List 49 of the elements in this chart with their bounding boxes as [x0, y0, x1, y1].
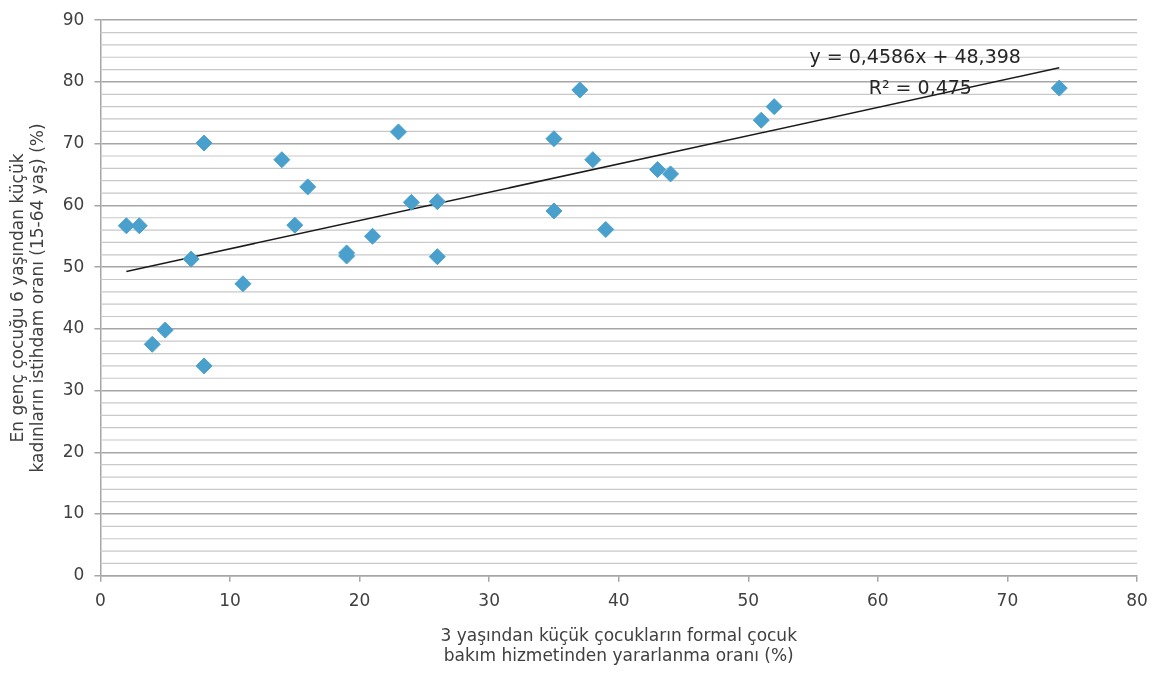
- point: [156, 321, 174, 339]
- point: [286, 216, 304, 234]
- x-tick-label: 60: [867, 590, 889, 611]
- annotation: R² = 0,475: [868, 76, 972, 99]
- x-tick-label: 20: [348, 590, 371, 611]
- y-tick-label: 60: [62, 193, 85, 214]
- point: [649, 161, 667, 179]
- point: [765, 98, 783, 116]
- point: [545, 202, 563, 220]
- point: [389, 123, 407, 141]
- x-tick-label: 10: [219, 590, 241, 611]
- y-tick-label: 90: [62, 8, 85, 29]
- point: [273, 151, 291, 169]
- x-tick-label: 0: [95, 590, 106, 611]
- annotation: y = 0,4586x + 48,398: [809, 45, 1021, 68]
- y-tick-label: 20: [62, 440, 85, 461]
- point: [130, 217, 148, 235]
- point: [364, 227, 382, 245]
- x-tick-label: 70: [996, 590, 1019, 611]
- x-tick-label: 40: [607, 590, 630, 611]
- point: [752, 111, 770, 129]
- x-tick-label: 50: [737, 590, 760, 611]
- y-tick-label: 70: [62, 132, 85, 153]
- point: [584, 151, 602, 169]
- point: [143, 335, 161, 353]
- y-axis-title: En genç çocuğu 6 yaşından küçük kadınların istihdam oranı (15-64 yaş) (%): [6, 123, 48, 473]
- point: [299, 178, 317, 196]
- y-tick-label: 40: [62, 317, 85, 338]
- y-tick-label: 10: [62, 502, 85, 523]
- point: [402, 193, 420, 211]
- y-tick-label: 80: [62, 70, 85, 91]
- point: [117, 217, 135, 235]
- x-tick-label: 80: [1126, 590, 1148, 611]
- point: [545, 130, 563, 148]
- y-tick-label: 30: [62, 379, 85, 400]
- point: [195, 134, 213, 152]
- point: [182, 250, 200, 268]
- x-axis-title: 3 yaşından küçük çocukların formal çocuk bakım hizmetinden yararlanma oranı (%): [440, 624, 798, 666]
- point: [571, 81, 589, 99]
- point: [1050, 79, 1068, 97]
- point: [234, 275, 252, 293]
- point: [428, 248, 446, 266]
- point: [662, 165, 680, 183]
- point: [428, 193, 446, 211]
- y-tick-label: 50: [62, 255, 85, 276]
- y-tick-label: 0: [73, 564, 85, 585]
- point: [195, 357, 213, 375]
- point: [597, 220, 615, 238]
- x-tick-label: 30: [478, 590, 500, 611]
